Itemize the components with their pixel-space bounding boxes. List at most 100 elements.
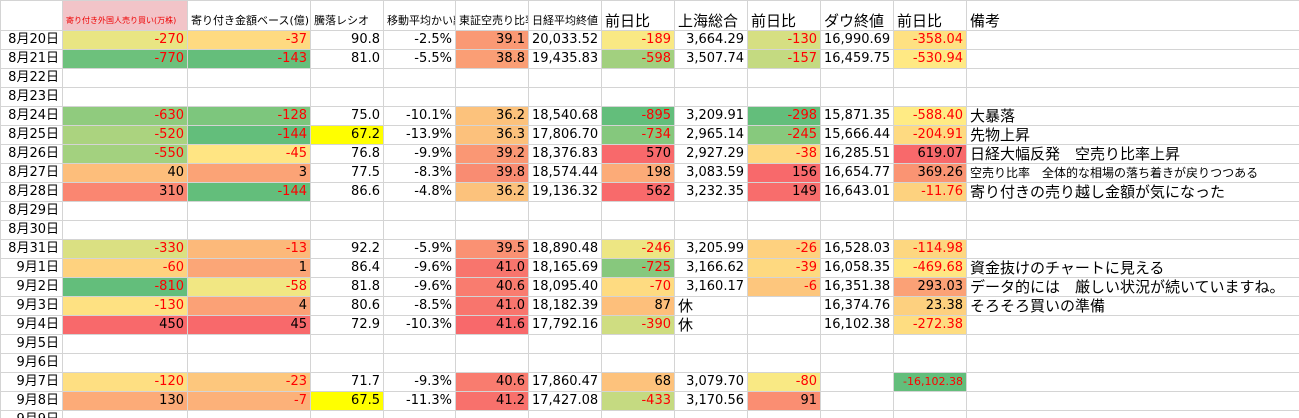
- value-cell: [674, 334, 748, 354]
- value-cell: 71.7: [310, 372, 384, 392]
- value-cell: -330: [62, 239, 188, 259]
- value-cell: [820, 372, 894, 392]
- value-cell: [820, 87, 894, 107]
- value-cell: [601, 201, 675, 221]
- value-cell: [455, 87, 529, 107]
- value-cell: -38: [747, 144, 821, 164]
- value-cell: [674, 68, 748, 88]
- value-cell: [187, 353, 311, 373]
- value-cell: [820, 220, 894, 240]
- value-cell: [674, 410, 748, 418]
- value-cell: [601, 353, 675, 373]
- date-cell: 8月23日: [0, 87, 63, 107]
- value-cell: 16,528.03: [820, 239, 894, 259]
- value-cell: 休: [674, 296, 748, 316]
- value-cell: -45: [187, 144, 311, 164]
- value-cell: 41.0: [455, 258, 529, 278]
- value-cell: 41.0: [455, 296, 529, 316]
- note-cell: [966, 68, 1299, 88]
- value-cell: -2.5%: [383, 30, 456, 50]
- value-cell: 86.4: [310, 258, 384, 278]
- date-cell: 8月20日: [0, 30, 63, 50]
- header-cell: 備考: [966, 0, 1299, 31]
- value-cell: [528, 353, 602, 373]
- value-cell: 3,083.59: [674, 163, 748, 183]
- value-cell: [310, 334, 384, 354]
- value-cell: [528, 201, 602, 221]
- value-cell: 19,136.32: [528, 182, 602, 202]
- value-cell: 570: [601, 144, 675, 164]
- value-cell: 450: [62, 315, 188, 335]
- value-cell: 17,792.16: [528, 315, 602, 335]
- data-row: 8月23日: [0, 87, 1299, 107]
- value-cell: -11.3%: [383, 391, 456, 411]
- value-cell: 41.6: [455, 315, 529, 335]
- value-cell: -770: [62, 49, 188, 69]
- value-cell: 72.9: [310, 315, 384, 335]
- value-cell: -144: [187, 182, 311, 202]
- value-cell: 17,427.08: [528, 391, 602, 411]
- value-cell: 休: [674, 315, 748, 335]
- note-cell: [966, 315, 1299, 335]
- value-cell: -130: [747, 30, 821, 50]
- note-cell: [966, 220, 1299, 240]
- value-cell: 39.5: [455, 239, 529, 259]
- value-cell: -23: [187, 372, 311, 392]
- data-row: 9月9日: [0, 410, 1299, 418]
- value-cell: 18,182.39: [528, 296, 602, 316]
- value-cell: 16,374.76: [820, 296, 894, 316]
- value-cell: -725: [601, 258, 675, 278]
- value-cell: 18,095.40: [528, 277, 602, 297]
- value-cell: -128: [187, 106, 311, 126]
- value-cell: 38.8: [455, 49, 529, 69]
- value-cell: 17,806.70: [528, 125, 602, 145]
- value-cell: [893, 353, 967, 373]
- value-cell: [893, 68, 967, 88]
- value-cell: [383, 410, 456, 418]
- value-cell: -11.76: [893, 182, 967, 202]
- date-cell: 8月25日: [0, 125, 63, 145]
- note-cell: 先物上昇: [966, 125, 1299, 145]
- date-cell: 9月9日: [0, 410, 63, 418]
- data-row: 8月20日 -270 -37 90.8 -2.5% 39.1 20,033.52 -189 3,…: [0, 30, 1299, 50]
- data-row: 8月30日: [0, 220, 1299, 240]
- value-cell: 16,459.75: [820, 49, 894, 69]
- data-row: 9月8日 130 -7 67.5 -11.3% 41.2 17,427.08 -433 3,17…: [0, 391, 1299, 411]
- value-cell: -10.1%: [383, 106, 456, 126]
- date-cell: 8月26日: [0, 144, 63, 164]
- value-cell: 76.8: [310, 144, 384, 164]
- note-cell: [966, 87, 1299, 107]
- value-cell: [820, 201, 894, 221]
- value-cell: -143: [187, 49, 311, 69]
- value-cell: [310, 220, 384, 240]
- value-cell: -70: [601, 277, 675, 297]
- value-cell: [747, 410, 821, 418]
- note-cell: 日経大幅反発 空売り比率上昇: [966, 144, 1299, 164]
- date-cell: 8月21日: [0, 49, 63, 69]
- value-cell: -469.68: [893, 258, 967, 278]
- note-cell: [966, 410, 1299, 418]
- value-cell: 45: [187, 315, 311, 335]
- data-row: 8月26日 -550 -45 76.8 -9.9% 39.2 18,376.83 570 2,9…: [0, 144, 1299, 164]
- value-cell: 2,927.29: [674, 144, 748, 164]
- value-cell: -810: [62, 277, 188, 297]
- value-cell: 310: [62, 182, 188, 202]
- value-cell: [601, 87, 675, 107]
- value-cell: [62, 353, 188, 373]
- value-cell: 16,643.01: [820, 182, 894, 202]
- note-cell: [966, 372, 1299, 392]
- value-cell: 130: [62, 391, 188, 411]
- data-row: 9月7日 -120 -23 71.7 -9.3% 40.6 17,860.47 68 3,079…: [0, 372, 1299, 392]
- header-cell: 日経平均終値: [528, 0, 602, 31]
- value-cell: [383, 353, 456, 373]
- value-cell: -588.40: [893, 106, 967, 126]
- value-cell: 3,166.62: [674, 258, 748, 278]
- value-cell: -58: [187, 277, 311, 297]
- value-cell: 91: [747, 391, 821, 411]
- value-cell: 17,860.47: [528, 372, 602, 392]
- value-cell: 16,990.69: [820, 30, 894, 50]
- data-row: 8月28日 310 -144 86.6 -4.8% 36.2 19,136.32 562 3,2…: [0, 182, 1299, 202]
- note-cell: [966, 49, 1299, 69]
- value-cell: 36.3: [455, 125, 529, 145]
